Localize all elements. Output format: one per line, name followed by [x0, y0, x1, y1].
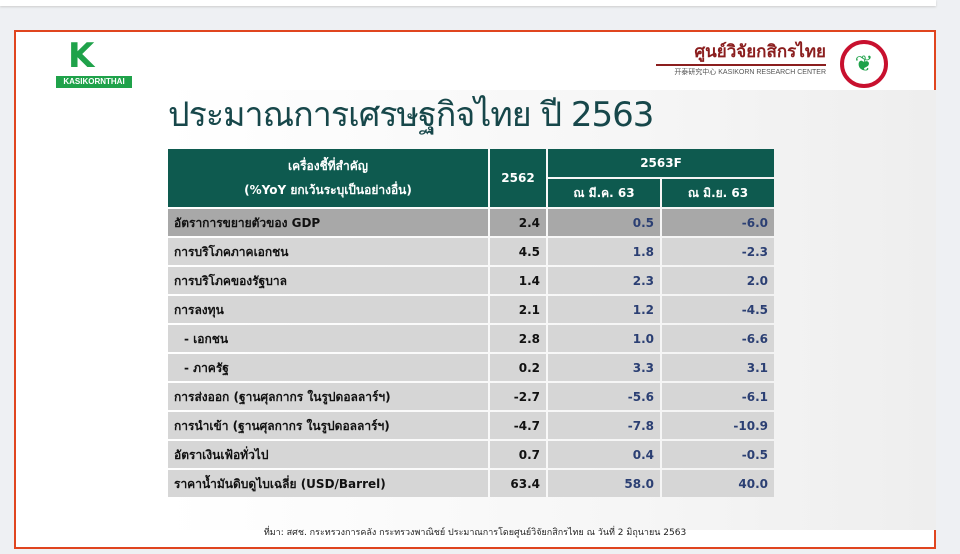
row-label: อัตราเงินเฟ้อทั่วไป: [168, 441, 488, 468]
row-label: การบริโภคภาคเอกชน: [168, 238, 488, 265]
value-jun-63: -0.5: [662, 441, 774, 468]
row-label: ราคาน้ำมันดิบดูไบเฉลี่ย (USD/Barrel): [168, 470, 488, 497]
value-2562: 0.2: [490, 354, 546, 381]
value-jun-63: -6.1: [662, 383, 774, 410]
kasikornthai-logo: K KASIKORNTHAI: [56, 38, 132, 90]
value-2562: 2.8: [490, 325, 546, 352]
table-row: การลงทุน 2.1 1.2 -4.5: [168, 296, 774, 323]
value-jun-63: 40.0: [662, 470, 774, 497]
value-mar-63: 1.0: [548, 325, 660, 352]
table-row: การส่งออก (ฐานศุลกากร ในรูปดอลลาร์ฯ) -2.7…: [168, 383, 774, 410]
table-row: การนำเข้า (ฐานศุลกากร ในรูปดอลลาร์ฯ) -4.7…: [168, 412, 774, 439]
row-label: การส่งออก (ฐานศุลกากร ในรูปดอลลาร์ฯ): [168, 383, 488, 410]
table-row: การบริโภคของรัฐบาล 1.4 2.3 2.0: [168, 267, 774, 294]
value-jun-63: -6.0: [662, 209, 774, 236]
forecast-table: เครื่องชี้ที่สำคัญ (%YoY ยกเว้นระบุเป็นอย…: [166, 147, 776, 499]
value-mar-63: 1.2: [548, 296, 660, 323]
header-jun: ณ มิ.ย. 63: [662, 179, 774, 207]
research-center-name-en: 开泰研究中心 KASIKORN RESEARCH CENTER: [674, 69, 826, 76]
table-row: ราคาน้ำมันดิบดูไบเฉลี่ย (USD/Barrel) 63.4…: [168, 470, 774, 497]
value-jun-63: -6.6: [662, 325, 774, 352]
table-row: อัตราเงินเฟ้อทั่วไป 0.7 0.4 -0.5: [168, 441, 774, 468]
header-mar: ณ มี.ค. 63: [548, 179, 660, 207]
row-label: - เอกชน: [168, 325, 488, 352]
value-mar-63: 3.3: [548, 354, 660, 381]
research-center-name-th: ศูนย์วิจัยกสิกรไทย: [656, 40, 826, 66]
value-2562: -4.7: [490, 412, 546, 439]
research-center-logo: ศูนย์วิจัยกสิกรไทย 开泰研究中心 KASIKORN RESEA…: [656, 40, 826, 78]
value-2562: 1.4: [490, 267, 546, 294]
kasikornthai-logo-text: KASIKORNTHAI: [56, 76, 132, 88]
table-row: การบริโภคภาคเอกชน 4.5 1.8 -2.3: [168, 238, 774, 265]
post-image[interactable]: K KASIKORNTHAI ศูนย์วิจัยกสิกรไทย 开泰研究中心…: [14, 30, 936, 549]
table-row: - ภาครัฐ 0.2 3.3 3.1: [168, 354, 774, 381]
value-mar-63: 0.5: [548, 209, 660, 236]
value-2562: 2.1: [490, 296, 546, 323]
header-indicator: เครื่องชี้ที่สำคัญ (%YoY ยกเว้นระบุเป็นอย…: [168, 149, 488, 207]
value-jun-63: 3.1: [662, 354, 774, 381]
value-2562: 2.4: [490, 209, 546, 236]
value-mar-63: -5.6: [548, 383, 660, 410]
value-2562: -2.7: [490, 383, 546, 410]
value-mar-63: 58.0: [548, 470, 660, 497]
value-mar-63: 0.4: [548, 441, 660, 468]
header-unit-label: (%YoY ยกเว้นระบุเป็นอย่างอื่น): [244, 183, 412, 197]
row-label: - ภาครัฐ: [168, 354, 488, 381]
header-2562: 2562: [490, 149, 546, 207]
page-title: ประมาณการเศรษฐกิจไทย ปี 2563: [168, 95, 654, 135]
row-label: การบริโภคของรัฐบาล: [168, 267, 488, 294]
table-row: อัตราการขยายตัวของ GDP 2.4 0.5 -6.0: [168, 209, 774, 236]
row-label: การลงทุน: [168, 296, 488, 323]
value-jun-63: -10.9: [662, 412, 774, 439]
top-bar: [0, 0, 936, 6]
source-note: ที่มา: สศช. กระทรวงการคลัง กระทรวงพาณิชย…: [263, 528, 687, 538]
value-2562: 4.5: [490, 238, 546, 265]
k-letter-icon: K: [68, 36, 95, 76]
value-2562: 0.7: [490, 441, 546, 468]
header-indicator-label: เครื่องชี้ที่สำคัญ: [287, 159, 368, 173]
value-mar-63: -7.8: [548, 412, 660, 439]
kbank-seal-icon: ❦: [840, 40, 888, 88]
value-mar-63: 2.3: [548, 267, 660, 294]
value-jun-63: -4.5: [662, 296, 774, 323]
row-label: อัตราการขยายตัวของ GDP: [168, 209, 488, 236]
table-row: - เอกชน 2.8 1.0 -6.6: [168, 325, 774, 352]
row-label: การนำเข้า (ฐานศุลกากร ในรูปดอลลาร์ฯ): [168, 412, 488, 439]
value-mar-63: 1.8: [548, 238, 660, 265]
value-jun-63: -2.3: [662, 238, 774, 265]
value-2562: 63.4: [490, 470, 546, 497]
header-2563f: 2563F: [548, 149, 774, 177]
value-jun-63: 2.0: [662, 267, 774, 294]
